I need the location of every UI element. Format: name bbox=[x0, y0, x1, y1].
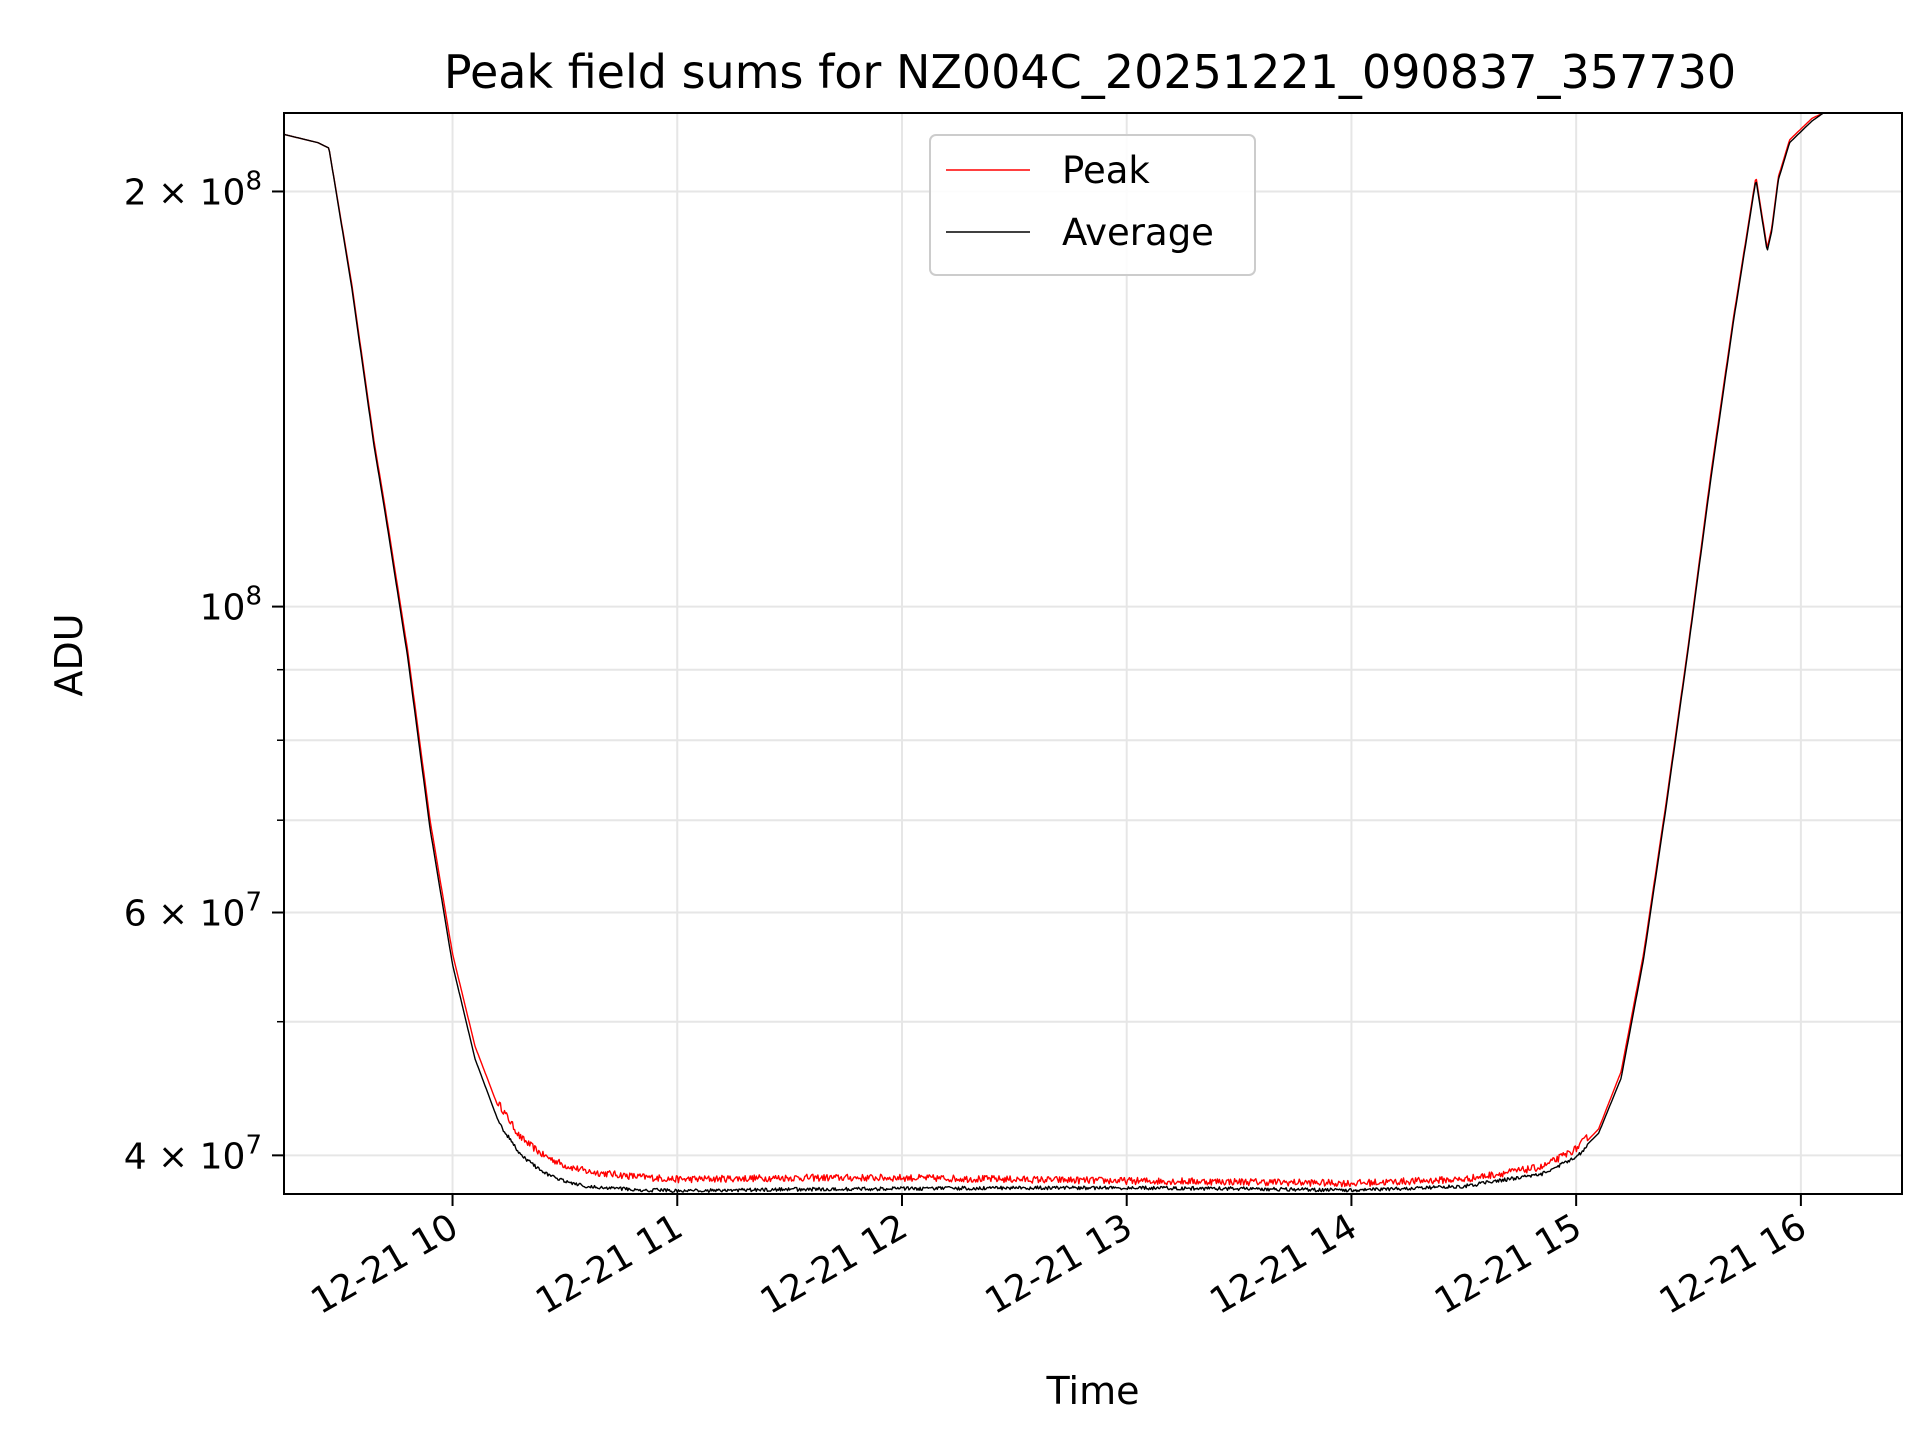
legend-average-label: Average bbox=[1062, 211, 1214, 254]
y-tick-label: 4 × 107 bbox=[124, 1130, 262, 1177]
legend-peak-label: Peak bbox=[1062, 149, 1150, 192]
y-tick-label: 108 bbox=[200, 582, 262, 629]
legend: Peak Average bbox=[929, 134, 1256, 276]
chart-title: Peak field sums for NZ004C_20251221_0908… bbox=[444, 45, 1736, 99]
series-layer bbox=[284, 113, 1902, 1194]
y-tick-label: 6 × 107 bbox=[124, 888, 262, 935]
plot-area-frame bbox=[283, 112, 1903, 1195]
y-tick-label: 2 × 108 bbox=[124, 166, 262, 213]
y-axis-label: ADU bbox=[47, 613, 91, 696]
x-axis-label: Time bbox=[1046, 1369, 1140, 1413]
grid-layer bbox=[284, 113, 1902, 1194]
average-series-line bbox=[284, 113, 1902, 1194]
peak-series-line bbox=[284, 113, 1902, 1188]
